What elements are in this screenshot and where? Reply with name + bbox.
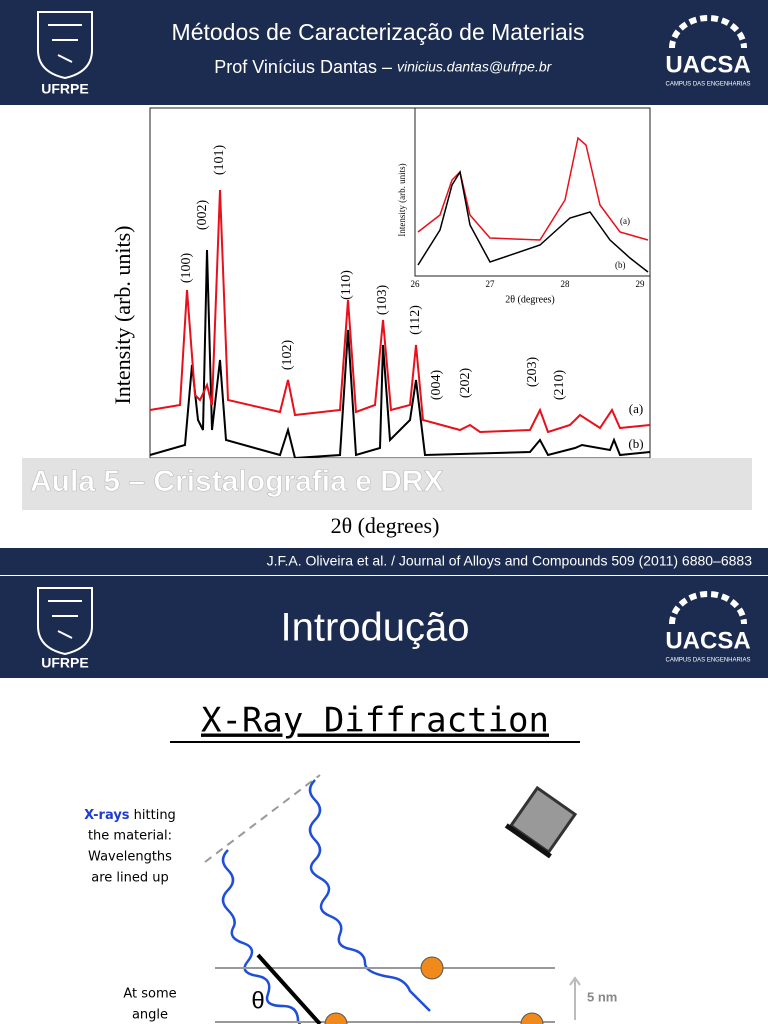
xray-wave [308, 779, 431, 1012]
logo-uacsa: UACSA CAMPUS DAS ENGENHARIAS [665, 15, 751, 88]
peak-label: (100) [179, 253, 194, 284]
header-title: Introdução [280, 606, 469, 650]
text-line: Wavelengths [88, 850, 172, 865]
logo-text: UACSA [665, 51, 750, 78]
diagram-title: X-Ray Diffraction [201, 701, 549, 741]
inset-curve-label: (b) [615, 260, 626, 270]
email: vinicius.dantas@ufrpe.br [397, 59, 553, 75]
overlay-band [22, 458, 752, 510]
peak-label: (110) [339, 270, 354, 300]
scale-label: 5 nm [587, 989, 617, 1004]
text-line: are lined up [91, 871, 169, 886]
logo-text: UFRPE [41, 655, 88, 671]
logo-subtext: CAMPUS DAS ENGENHARIAS [665, 658, 750, 664]
atom [420, 956, 444, 980]
atom [520, 1012, 544, 1024]
highlight: X-rays [84, 808, 130, 823]
peak-label: (004) [429, 370, 444, 401]
logo-text: UACSA [665, 627, 750, 654]
peak-label: (102) [280, 340, 295, 371]
peak-label: (202) [458, 368, 473, 399]
xrd-figure: Intensity (arb. units) (100) (002) (101) (1… [110, 107, 651, 460]
author: Prof Vinícius Dantas – [214, 57, 392, 77]
text-line: At some [123, 987, 176, 1002]
logo-subtext: CAMPUS DAS ENGENHARIAS [665, 82, 750, 88]
logo-ufrpe: UFRPE [37, 587, 93, 671]
peak-label: (101) [212, 145, 227, 176]
wavefront-line [204, 774, 321, 863]
text-line: X-rays hitting [84, 808, 176, 823]
peak-label: (103) [375, 285, 390, 316]
inset-tick: 29 [636, 279, 646, 289]
inset-tick: 28 [561, 279, 571, 289]
theta: θ [251, 987, 264, 1014]
peak-label: (210) [552, 370, 567, 401]
atom [324, 1012, 348, 1024]
y-label: Intensity (arb. units) [110, 225, 135, 404]
header-bar [0, 576, 768, 678]
xray-wave [221, 849, 302, 1024]
logo-uacsa: UACSA CAMPUS DAS ENGENHARIAS [665, 591, 751, 664]
citation: J.F.A. Oliveira et al. / Journal of Allo… [267, 553, 753, 569]
detector [504, 785, 578, 859]
curve-label: (a) [629, 401, 643, 416]
inset-curve-label: (a) [620, 216, 630, 226]
logo-text: UFRPE [41, 81, 88, 97]
inset-tick: 27 [486, 279, 496, 289]
text-line: angle [132, 1008, 168, 1023]
peak-label: (112) [408, 305, 423, 335]
inset-x-label: 2θ (degrees) [505, 294, 555, 305]
inset: Intensity (arb. units) 26 27 28 29 2θ (d… [397, 107, 651, 305]
curve-label: (b) [628, 436, 643, 451]
inset-y-label: Intensity (arb. units) [397, 163, 407, 236]
scale-arrow [569, 976, 581, 1020]
header-bar [0, 0, 768, 105]
x-label: 2θ (degrees) [331, 513, 440, 538]
text-line: the material: [88, 829, 172, 844]
logo-ufrpe: UFRPE [37, 11, 93, 97]
text-rest: hitting [130, 808, 176, 823]
citation-bar [0, 548, 768, 575]
overlay-title: Aula 5 – Cristalografia e DRX [30, 465, 443, 498]
peak-label: (203) [525, 357, 540, 388]
angle-line [256, 953, 322, 1024]
inset-tick: 26 [411, 279, 421, 289]
header-title: Métodos de Caracterização de Materiais [172, 19, 585, 45]
peak-label: (002) [195, 200, 210, 231]
